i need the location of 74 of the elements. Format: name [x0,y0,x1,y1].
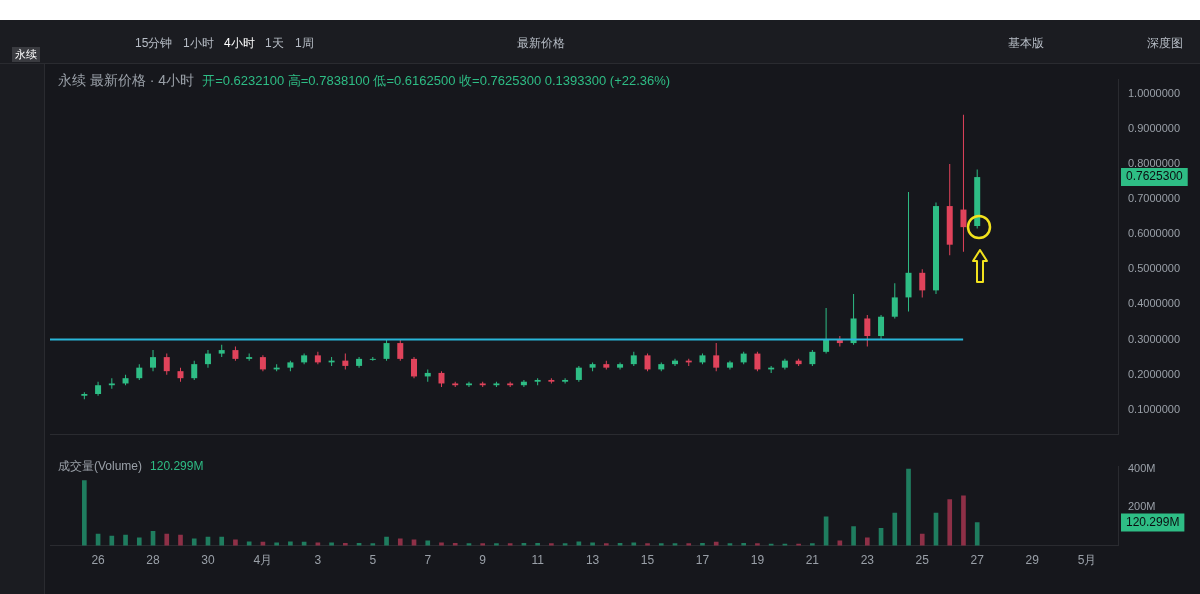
bar [919,533,925,546]
bar [851,526,856,546]
bar [974,522,980,546]
bar [494,543,499,546]
y-tick-label: 0.5000000 [1128,262,1180,275]
bar [109,535,115,546]
bar [439,542,444,546]
bar [755,543,760,546]
bar [384,536,389,546]
chart-title: 成交量(Volume) [58,459,143,473]
x-tick-label: 25 [915,553,930,568]
bar [397,538,403,546]
text: 0.7625300 [1126,169,1184,184]
bar [864,537,870,546]
y-tick-label: 0.2000000 [1128,367,1180,380]
x-tick-label: 11 [531,553,545,568]
y-tick-label: 1.0000000 [1128,86,1180,99]
x-tick-label: 29 [1025,553,1040,568]
y-tick-label: 0.4000000 [1128,297,1180,310]
annotation: 120.299M [150,459,204,473]
y-tick-label: 200M [1128,500,1156,513]
x-tick-label: 28 [146,553,161,568]
y-tick-label: 0.3000000 [1128,332,1180,345]
x-tick-label: 15 [640,553,655,568]
y-tick-label: 0.6000000 [1128,227,1180,240]
bar [164,533,170,546]
bar [549,543,554,546]
bar [906,468,911,546]
bar [686,543,692,546]
x-tick-label: 13 [585,553,600,568]
x-tick-label: 5月 [1077,553,1097,568]
x-tick-label: 9 [479,553,487,568]
bar [645,543,650,546]
y-tick-label: 0.7000000 [1128,192,1180,205]
x-tick-label: 5 [369,553,377,568]
bar [178,534,183,546]
x-tick-label: 26 [91,553,106,568]
x-tick-label: 27 [970,553,985,568]
bar [123,534,128,546]
bar [810,543,815,546]
x-tick-label: 7 [424,553,432,568]
x-tick-label: 30 [201,553,215,568]
x-tick-label: 17 [695,553,710,568]
bar [274,542,279,546]
y-tick-label: 400M [1128,462,1156,475]
bar [219,536,225,546]
y-tick-label: 0.8000000 [1128,156,1180,169]
x-tick-label: 3 [314,553,322,568]
bar [370,543,376,546]
text: 永续 [12,47,40,62]
chart-title: 永续 最新价格 · 4小时 [58,72,195,88]
bar [480,543,486,546]
bar [947,499,953,546]
bar [590,542,595,546]
bar [603,543,609,546]
bar [961,495,966,546]
bar [425,540,431,546]
bar [631,542,637,546]
bar [246,541,252,546]
x-tick-label: 21 [805,553,820,568]
bar [191,538,197,546]
bar [892,512,898,546]
y-tick-label: 0.9000000 [1128,121,1180,134]
y-tick-label: 0.1000000 [1128,402,1180,415]
bar [82,480,87,546]
x-tick-label: 23 [860,553,875,568]
bar [288,541,293,546]
x-tick-label: 19 [750,553,765,568]
bar [136,537,142,546]
bar [658,543,664,546]
text: 120.299M [1126,514,1180,529]
x-tick-label: 4月 [253,553,273,568]
bar [329,542,334,546]
chart-subtitle: 开=0.6232100 高=0.7838100 低=0.6162500 收=0.7625300 0.1393300 (+22.36%) [202,73,671,88]
